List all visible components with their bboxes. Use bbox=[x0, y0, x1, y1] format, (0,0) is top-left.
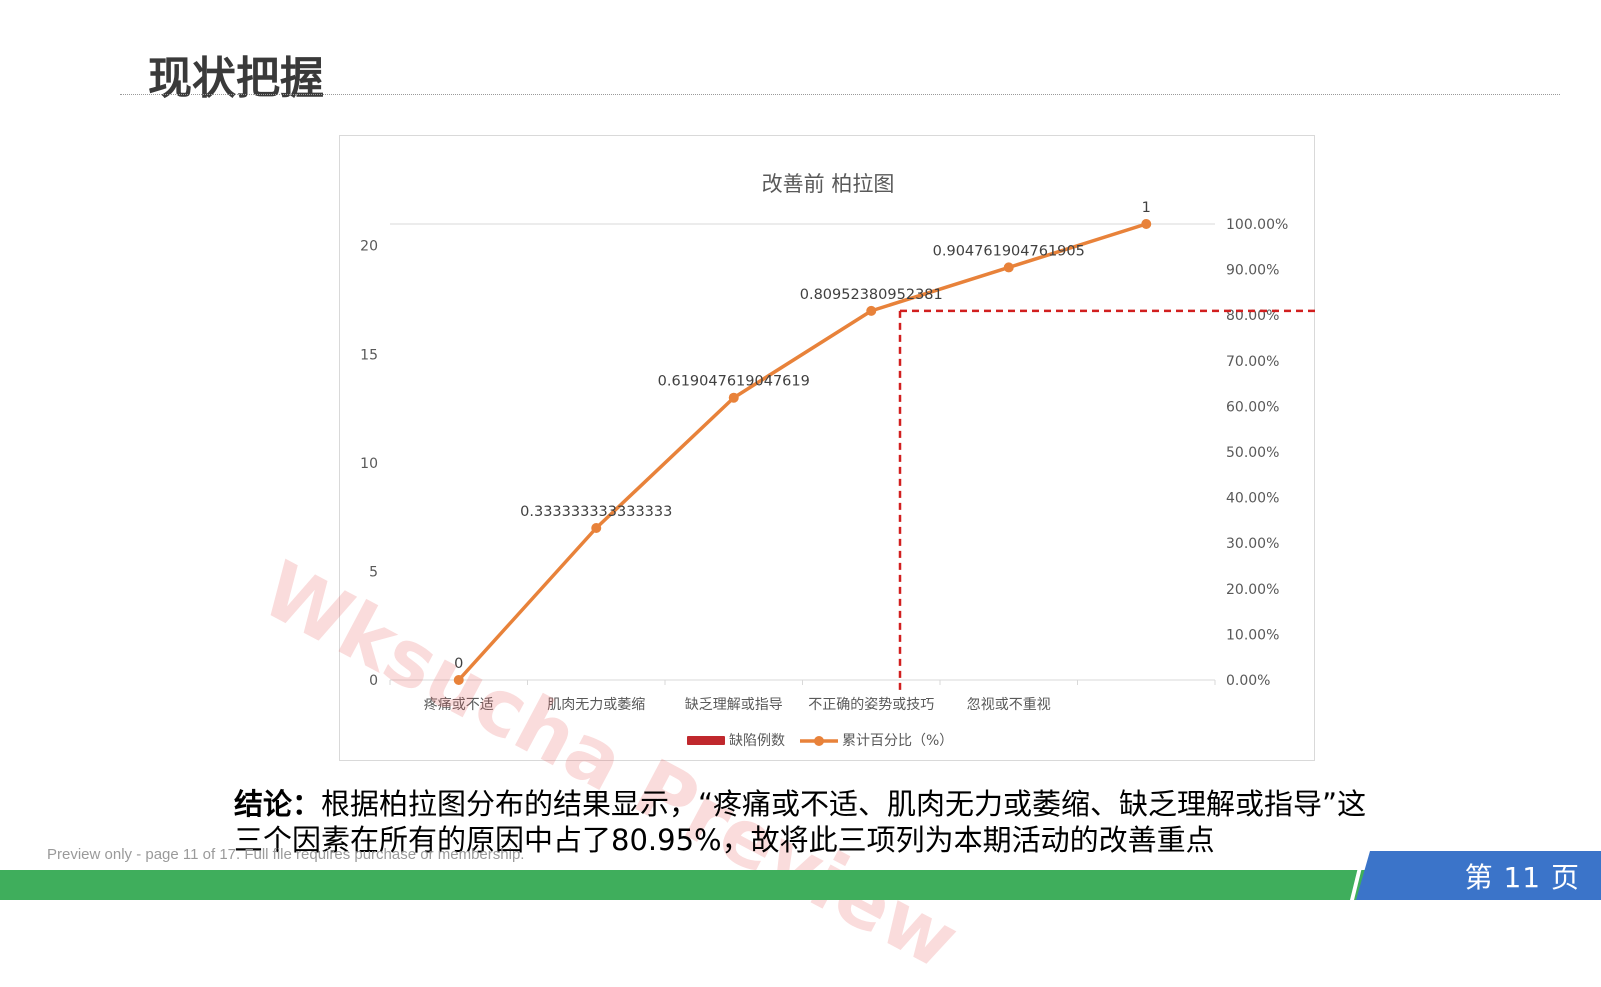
cumulative-percent-line bbox=[457, 222, 1147, 682]
cumulative-percent-point bbox=[591, 523, 602, 533]
y-right-tick-label: 60.00% bbox=[1226, 399, 1279, 415]
y-right-tick-label: 10.00% bbox=[1226, 627, 1279, 643]
legend-bar-label: 缺陷例数 bbox=[729, 733, 785, 749]
x-category-label: 缺乏理解或指导 bbox=[685, 697, 783, 713]
y-left-tick-label: 0 bbox=[369, 673, 378, 689]
legend-line-label: 累计百分比（%） bbox=[842, 733, 953, 749]
y-left-tick-label: 15 bbox=[360, 347, 378, 363]
cumulative-percent-point bbox=[453, 675, 464, 685]
legend-bar-swatch bbox=[687, 736, 725, 745]
cumulative-percent-point bbox=[1003, 262, 1014, 273]
x-category-label: 不正确的姿势或技巧 bbox=[808, 697, 934, 713]
preview-note: Preview only - page 11 of 17. Full file … bbox=[47, 846, 525, 863]
cumulative-percent-data-label: 0.619047619047619 bbox=[658, 374, 810, 390]
y-right-tick-label: 70.00% bbox=[1226, 354, 1279, 370]
slide-title: 现状把握 bbox=[148, 53, 324, 104]
cumulative-percent-data-label: 0.80952380952381 bbox=[800, 287, 943, 303]
y-right-tick-label: 40.00% bbox=[1226, 491, 1279, 507]
y-left-tick-label: 10 bbox=[360, 456, 378, 472]
cumulative-percent-data-label: 0.904761904761905 bbox=[933, 243, 1085, 259]
x-category-label: 忽视或不重视 bbox=[967, 697, 1051, 713]
cumulative-percent-point bbox=[728, 392, 739, 403]
x-category-label: 疼痛或不适 bbox=[424, 696, 494, 713]
cumulative-percent-data-label: 1 bbox=[1142, 200, 1151, 216]
cumulative-percent-point bbox=[1141, 219, 1152, 229]
conclusion-text: 结论：根据柏拉图分布的结果显示，“疼痛或不适、肌肉无力或萎缩、缺乏理解或指导”这… bbox=[234, 786, 1394, 858]
y-left-tick-label: 5 bbox=[369, 564, 378, 580]
conclusion-lead: 结论： bbox=[234, 787, 322, 821]
legend-line-marker bbox=[814, 736, 824, 746]
y-right-tick-label: 90.00% bbox=[1226, 263, 1279, 279]
y-right-tick-label: 100.00% bbox=[1226, 217, 1288, 233]
title-divider bbox=[120, 94, 1560, 95]
y-right-tick-label: 0.00% bbox=[1226, 673, 1270, 689]
footer-green-bar bbox=[0, 870, 1601, 900]
x-category-label: 肌肉无力或萎缩 bbox=[547, 697, 645, 713]
page-number-tab bbox=[1356, 851, 1601, 900]
y-right-tick-label: 80.00% bbox=[1226, 308, 1279, 324]
cumulative-percent-data-label: 0.333333333333333 bbox=[520, 504, 672, 520]
pareto-chart: 改善前 柏拉图 0 5 10 15 20 0.00% 10.00% 20.00% 30.00% 40… bbox=[339, 135, 1316, 761]
page-number: 第 11 页 bbox=[1464, 861, 1580, 894]
conclusion-body: 根据柏拉图分布的结果显示，“疼痛或不适、肌肉无力或萎缩、缺乏理解或指导”这三个因… bbox=[234, 787, 1367, 857]
y-left-tick-label: 20 bbox=[360, 239, 378, 255]
chart-title: 改善前 柏拉图 bbox=[762, 172, 895, 196]
y-right-tick-label: 50.00% bbox=[1226, 445, 1279, 461]
cumulative-percent-point bbox=[866, 305, 877, 316]
chart-canvas: 改善前 柏拉图051015200.00%10.00%20.00%30.00%40… bbox=[360, 172, 1316, 749]
cumulative-percent-data-label: 0 bbox=[454, 656, 463, 672]
y-right-tick-label: 20.00% bbox=[1226, 582, 1279, 598]
y-right-tick-label: 30.00% bbox=[1226, 536, 1279, 552]
